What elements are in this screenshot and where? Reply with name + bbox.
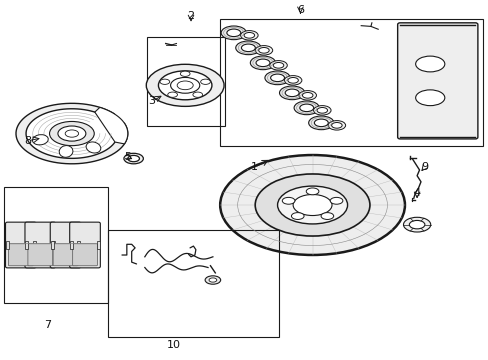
FancyBboxPatch shape [397, 23, 477, 139]
Text: 5: 5 [124, 152, 131, 162]
Ellipse shape [240, 31, 258, 40]
Ellipse shape [284, 76, 301, 85]
Ellipse shape [292, 194, 331, 216]
Ellipse shape [298, 91, 316, 100]
Ellipse shape [329, 197, 342, 204]
Ellipse shape [177, 81, 193, 90]
Ellipse shape [293, 101, 319, 115]
Bar [25, 242, 28, 249]
Text: 9: 9 [420, 162, 427, 172]
FancyBboxPatch shape [5, 222, 36, 268]
Ellipse shape [277, 186, 347, 224]
Ellipse shape [321, 213, 333, 220]
Ellipse shape [123, 153, 143, 164]
Ellipse shape [270, 74, 284, 82]
Ellipse shape [305, 188, 318, 195]
Ellipse shape [302, 93, 312, 98]
Bar [33, 242, 36, 249]
Ellipse shape [65, 130, 79, 137]
Text: 6: 6 [296, 5, 304, 15]
Ellipse shape [327, 121, 345, 130]
Ellipse shape [208, 278, 216, 282]
Ellipse shape [86, 142, 101, 153]
Ellipse shape [279, 86, 304, 100]
Ellipse shape [158, 71, 211, 100]
Ellipse shape [273, 63, 283, 68]
Ellipse shape [167, 92, 177, 97]
Bar [147, 37, 224, 126]
Bar [4, 187, 108, 303]
Ellipse shape [49, 121, 94, 146]
FancyBboxPatch shape [28, 244, 53, 266]
Ellipse shape [258, 48, 269, 53]
Ellipse shape [255, 174, 369, 236]
Ellipse shape [264, 71, 289, 85]
Ellipse shape [221, 26, 246, 40]
Ellipse shape [58, 126, 86, 141]
Polygon shape [16, 103, 127, 164]
Bar [220, 19, 482, 146]
Text: 2: 2 [187, 11, 194, 21]
Text: 1: 1 [250, 162, 257, 172]
Ellipse shape [287, 77, 298, 83]
Text: 10: 10 [167, 340, 181, 350]
Ellipse shape [32, 135, 48, 145]
Ellipse shape [269, 60, 287, 70]
Text: 7: 7 [44, 320, 51, 330]
Bar [6, 242, 9, 249]
Text: 8: 8 [24, 136, 32, 146]
Polygon shape [95, 107, 127, 144]
Bar [77, 242, 80, 249]
Bar [70, 242, 73, 249]
Ellipse shape [299, 104, 313, 112]
Ellipse shape [220, 155, 404, 255]
Ellipse shape [308, 116, 333, 130]
Ellipse shape [403, 217, 430, 232]
Ellipse shape [180, 71, 190, 76]
Ellipse shape [127, 156, 139, 162]
FancyBboxPatch shape [70, 222, 100, 268]
FancyBboxPatch shape [50, 222, 81, 268]
Ellipse shape [408, 220, 424, 229]
Bar [97, 242, 100, 249]
Ellipse shape [415, 90, 444, 105]
Ellipse shape [204, 276, 220, 284]
Ellipse shape [313, 105, 330, 115]
Bar [52, 242, 55, 249]
Ellipse shape [226, 29, 240, 37]
FancyBboxPatch shape [8, 244, 33, 266]
Ellipse shape [146, 64, 224, 106]
Ellipse shape [314, 119, 327, 127]
Text: 3: 3 [148, 96, 155, 107]
Ellipse shape [316, 108, 327, 113]
Ellipse shape [59, 145, 73, 157]
Bar [51, 242, 54, 249]
Ellipse shape [256, 59, 269, 67]
FancyBboxPatch shape [73, 244, 97, 266]
Ellipse shape [160, 79, 169, 84]
Ellipse shape [170, 77, 200, 93]
Ellipse shape [250, 56, 275, 70]
Ellipse shape [282, 197, 294, 204]
Text: 4: 4 [413, 188, 420, 198]
FancyBboxPatch shape [53, 244, 78, 266]
Ellipse shape [285, 89, 299, 96]
Ellipse shape [241, 44, 255, 51]
Ellipse shape [192, 92, 202, 97]
Ellipse shape [331, 122, 342, 128]
FancyBboxPatch shape [25, 222, 56, 268]
Ellipse shape [255, 46, 272, 55]
Ellipse shape [244, 32, 254, 38]
Bar [108, 230, 278, 337]
Ellipse shape [200, 79, 210, 84]
Ellipse shape [235, 41, 261, 55]
Ellipse shape [291, 213, 304, 220]
Ellipse shape [415, 56, 444, 72]
